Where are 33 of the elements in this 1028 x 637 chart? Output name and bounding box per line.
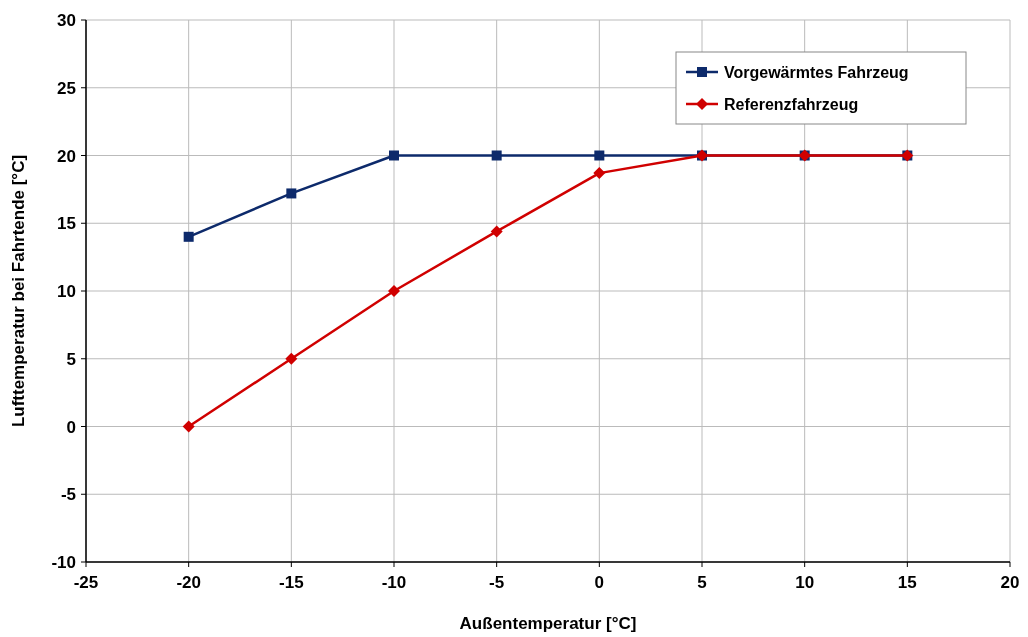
point (286, 188, 297, 199)
x-tick-label: 0 (594, 573, 605, 592)
y-tick-label: 20 (57, 146, 76, 166)
y-tick-label: -10 (51, 553, 76, 572)
x-tick-label: 10 (795, 573, 815, 592)
point (285, 352, 298, 365)
x-axis-title: Außentemperatur [°C] (459, 614, 637, 633)
legend-label: Referenzfahrzeug (724, 96, 859, 113)
y-axis-title: Lufttemperatur bei Fahrtende [°C] (9, 154, 28, 428)
y-tick-label: 0 (66, 417, 76, 437)
x-tick-label: -25 (73, 573, 99, 592)
x-tick-label: -10 (381, 573, 407, 592)
y-tick-label: -5 (60, 485, 76, 505)
point (183, 231, 194, 242)
x-tick-label: 15 (897, 573, 917, 592)
x-tick-label: -15 (279, 573, 304, 592)
y-tick-label: 5 (66, 349, 76, 369)
legend-label: Vorgewärmtes Fahrzeug (724, 64, 909, 81)
y-tick-label: 30 (57, 11, 76, 30)
y-tick-label: 25 (57, 78, 76, 98)
point (490, 225, 503, 238)
y-tick-label: 10 (57, 282, 76, 301)
point (388, 285, 400, 297)
point (491, 150, 502, 161)
x-tick-label: 20 (1000, 573, 1020, 592)
point (593, 167, 606, 180)
x-tick-label: -5 (489, 573, 505, 592)
point (389, 150, 399, 161)
x-tick-label: 5 (697, 573, 707, 592)
point (182, 420, 195, 433)
y-tick-label: 15 (57, 214, 76, 234)
x-tick-label: -20 (176, 573, 201, 592)
point (594, 150, 605, 161)
